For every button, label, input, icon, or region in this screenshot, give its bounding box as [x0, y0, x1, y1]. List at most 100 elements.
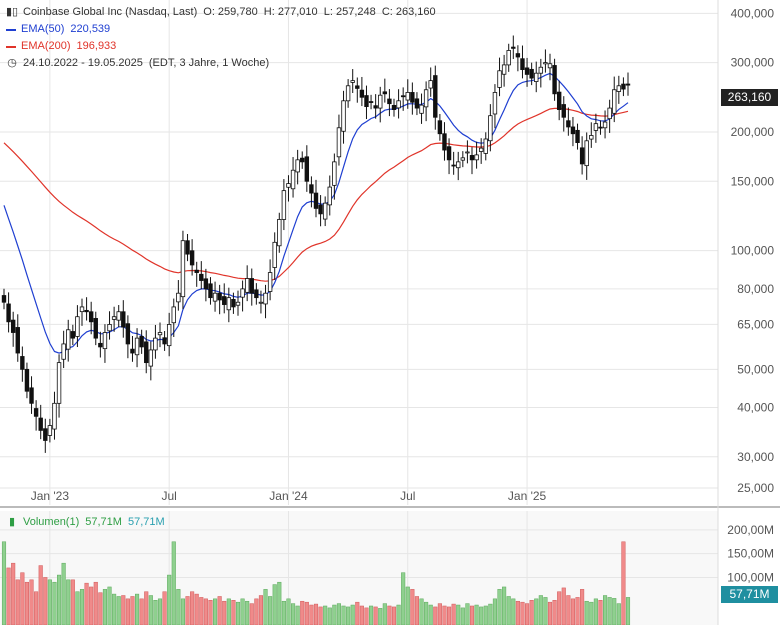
candle: [176, 280, 181, 311]
candle: [442, 122, 447, 161]
volume-bar: [538, 595, 543, 625]
volume-bar: [387, 605, 392, 625]
chart-legend: ▮▯ Coinbase Global Inc (Nasdaq, Last) O:…: [6, 4, 436, 72]
candle: [254, 283, 259, 305]
ema200-value: 196,933: [76, 40, 117, 52]
grid-lines: [0, 0, 718, 625]
candles: [1, 35, 631, 453]
candle: [249, 268, 254, 306]
candle: [359, 76, 365, 107]
volume-value-1: 57,71M: [85, 515, 122, 528]
volume-bar: [116, 596, 121, 625]
price-tick-label: 100,000: [731, 244, 775, 258]
candle: [185, 233, 190, 262]
volume-bar: [625, 597, 631, 625]
legend-ema50-row: EMA(50) 220,539: [6, 21, 436, 38]
candle: [281, 179, 287, 231]
volume-bar: [263, 589, 268, 625]
candle: [566, 107, 571, 136]
candle: [396, 89, 401, 119]
candle: [616, 75, 622, 104]
volume-bar: [543, 597, 548, 625]
volume-bar: [190, 591, 195, 625]
candle: [79, 298, 85, 326]
price-plot-area: [0, 0, 718, 505]
candle: [552, 58, 557, 101]
volume-tick-label: 150,00M: [727, 547, 774, 561]
volume-bar: [213, 598, 218, 625]
ema50-swatch: [6, 28, 16, 31]
candle: [543, 49, 548, 73]
time-tick-label: Jan '24: [269, 489, 308, 503]
candle: [304, 145, 310, 192]
candle: [121, 300, 126, 338]
candle: [286, 175, 291, 202]
last-price-tag: 263,160: [721, 89, 778, 106]
candle: [24, 362, 30, 399]
candle: [350, 69, 355, 93]
candle: [171, 298, 176, 338]
range-detail: (EDT, 3 Jahre, 1 Woche): [148, 57, 270, 69]
ohlc-values: O: 259,780 H: 277,010 L: 257,248 C: 263,…: [203, 6, 436, 18]
candle: [88, 301, 94, 335]
candle: [355, 77, 360, 103]
volume-bar: [534, 598, 539, 625]
volume-bar: [217, 596, 222, 625]
candle: [162, 331, 167, 351]
volume-bar: [167, 574, 172, 625]
candle: [263, 284, 268, 319]
volume-bar: [222, 600, 227, 625]
volume-bar: [520, 601, 525, 625]
candle: [419, 93, 424, 124]
volume-tick-label: 200,00M: [727, 523, 774, 537]
candle: [322, 196, 328, 227]
candle: [217, 284, 222, 315]
candlestick-icon: ▮▯: [6, 6, 19, 18]
volume-bar: [359, 605, 364, 625]
volume-bar: [57, 574, 62, 625]
ema200-path: [3, 107, 629, 282]
volume-bar: [584, 600, 589, 625]
legend-ema200-row: EMA(200) 196,933: [6, 38, 436, 55]
volume-bar: [157, 598, 163, 625]
volume-bar: [469, 605, 475, 625]
candle: [511, 35, 516, 59]
candle: [332, 153, 337, 200]
volume-bar: [419, 598, 424, 625]
volume-bar: [350, 604, 355, 625]
volume-bar: [107, 586, 112, 625]
volume-bar: [291, 603, 296, 625]
candle: [300, 151, 305, 169]
volume-bar: [410, 589, 415, 625]
volume-bar: [29, 579, 34, 625]
candle: [612, 76, 617, 123]
volume-bar: [20, 572, 25, 625]
last-volume-tag: 57,71M: [721, 586, 778, 603]
candle: [313, 179, 319, 218]
volume-bar: [323, 605, 328, 625]
volume-bar: [575, 597, 580, 625]
volume-bar: [479, 606, 484, 625]
volume-bar: [369, 605, 374, 625]
candle: [75, 305, 80, 348]
candle: [111, 306, 117, 332]
candle: [231, 292, 236, 314]
volume-bar: [226, 598, 231, 625]
time-tick-label: Jan '25: [508, 489, 547, 503]
candle: [524, 57, 530, 87]
candle: [428, 67, 433, 97]
candle: [61, 330, 66, 369]
candle: [506, 43, 511, 72]
candle: [153, 324, 158, 359]
volume-bar: [313, 603, 319, 625]
volume-bar: [52, 581, 57, 625]
candle: [336, 114, 342, 166]
candle: [222, 283, 227, 314]
volume-bar: [497, 589, 502, 625]
candle: [488, 104, 493, 152]
volume-bar: [135, 593, 140, 625]
candle: [373, 94, 378, 119]
candle: [414, 92, 420, 116]
volume-bar: [414, 596, 419, 625]
